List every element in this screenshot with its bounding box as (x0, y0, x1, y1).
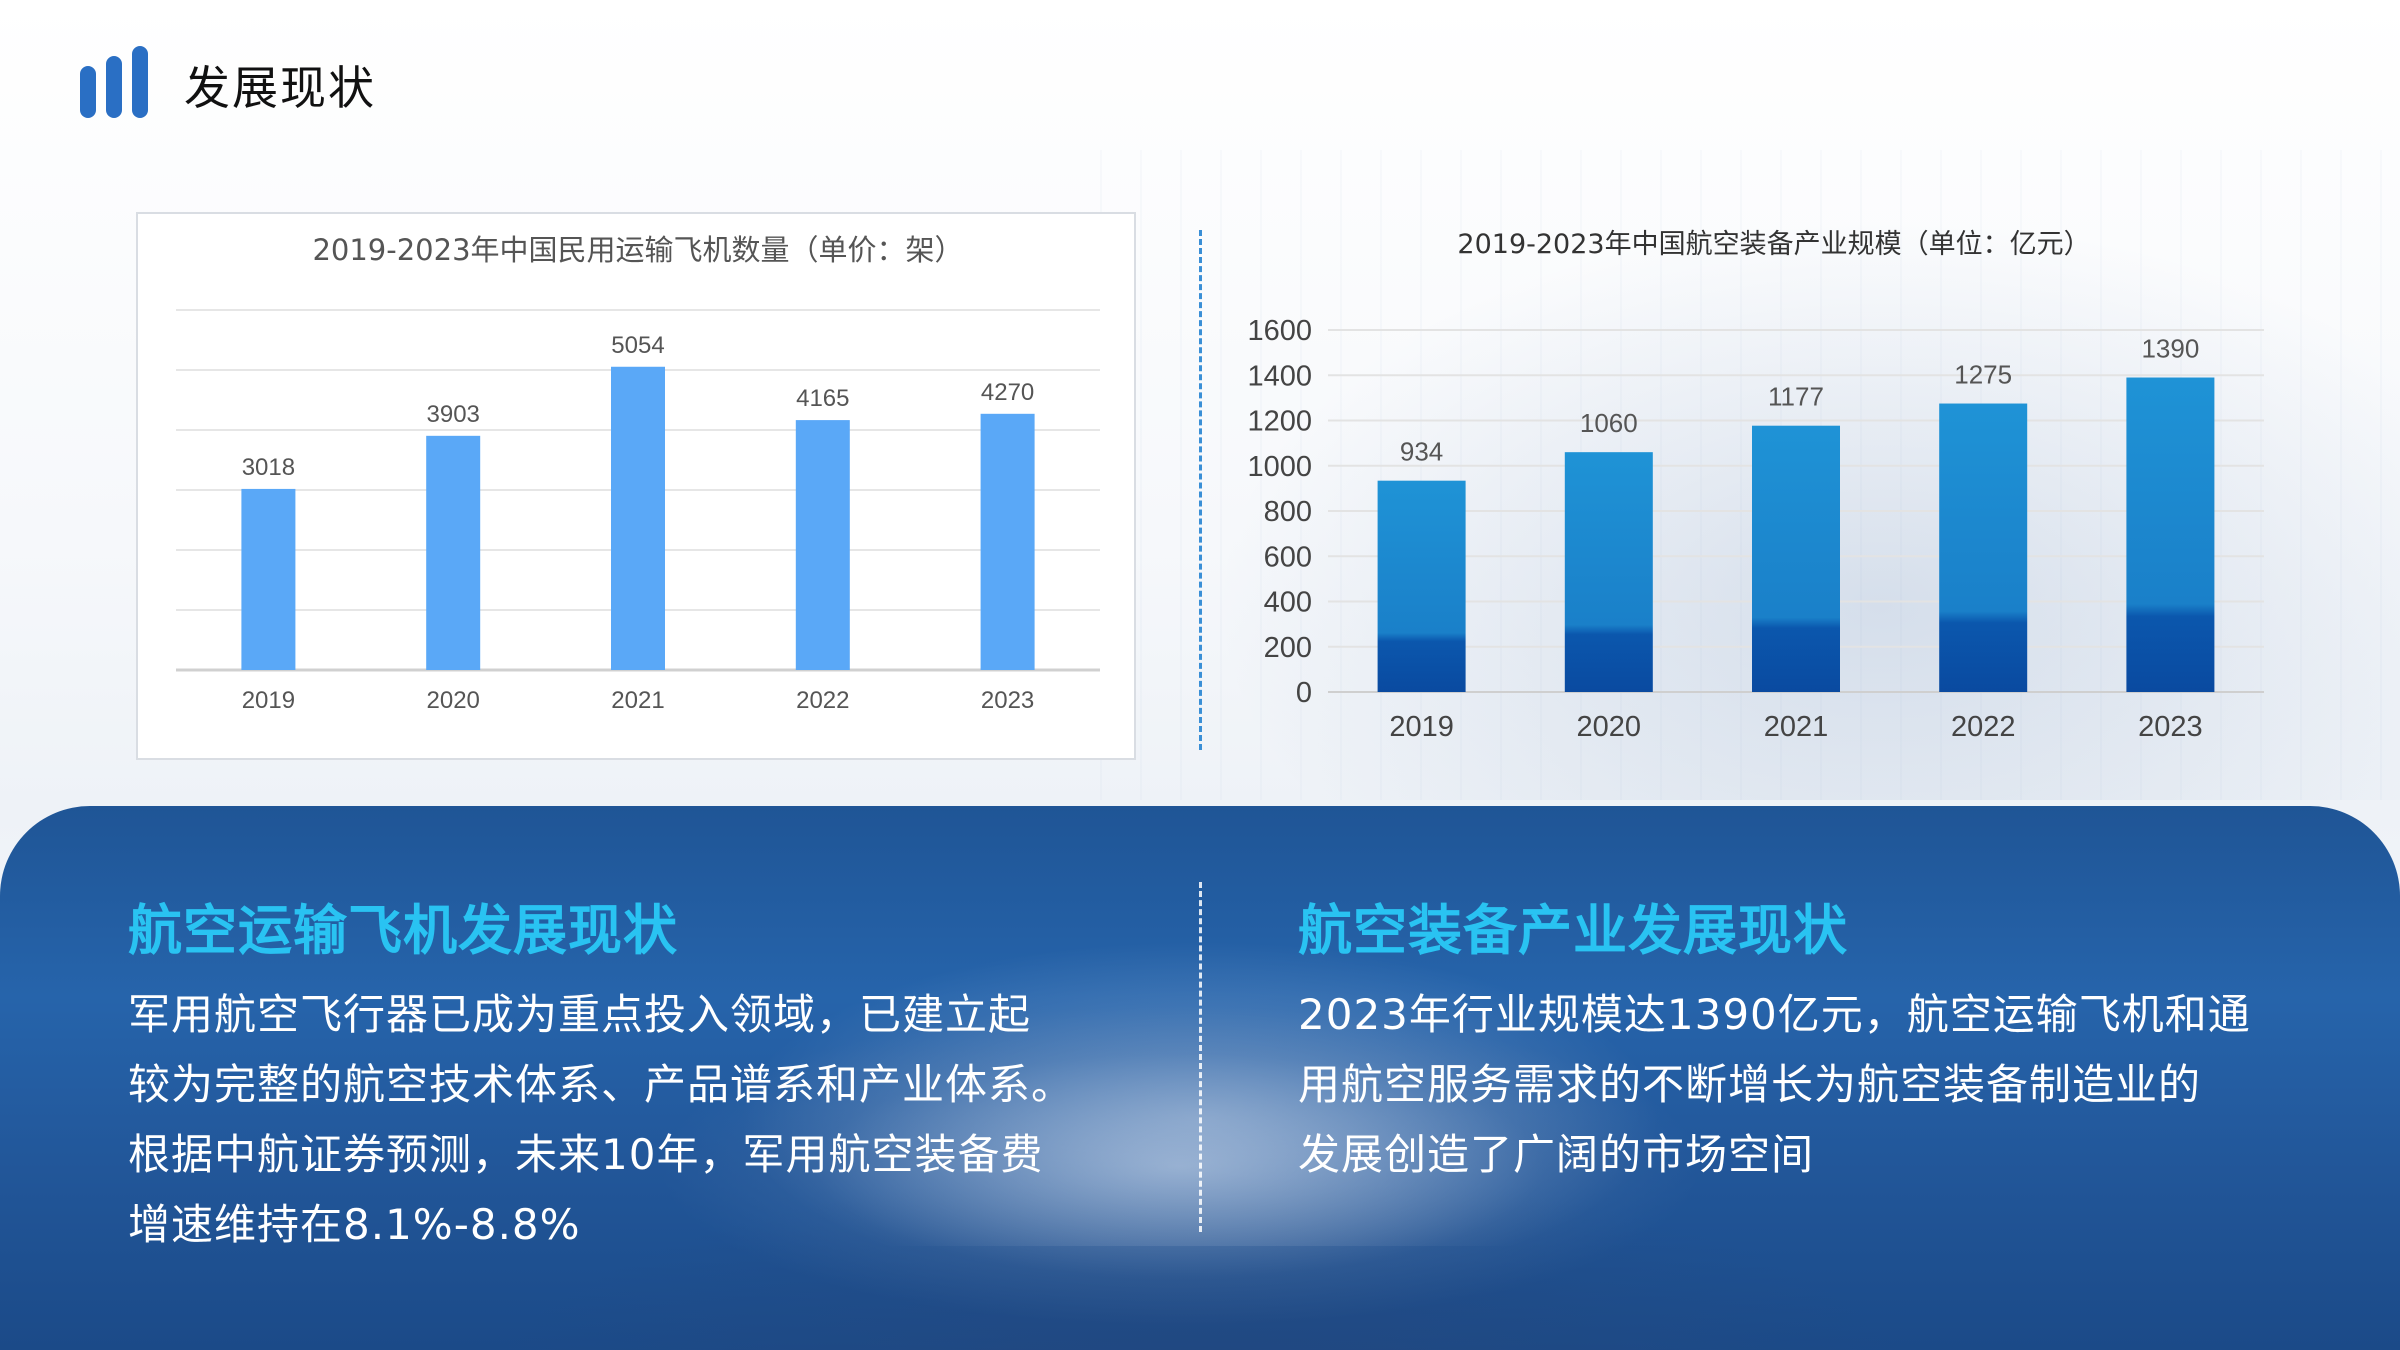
bar-2023 (2126, 377, 2215, 692)
x-tick-2021: 2021 (611, 687, 664, 714)
x-tick-2019: 2019 (242, 687, 295, 714)
y-tick-400: 400 (1264, 587, 1312, 619)
chart-title: 2019-2023年中国航空装备产业规模（单位：亿元） (1457, 229, 2090, 260)
body-line: 军用航空飞行器已成为重点投入领域，已建立起 (128, 990, 1032, 1039)
data-label-2021: 1177 (1768, 382, 1824, 412)
section-body-aircraft: 军用航空飞行器已成为重点投入领域，已建立起 较为完整的航空技术体系、产品谱系和产… (128, 980, 1138, 1260)
section-heading-industry: 航空装备产业发展现状 (1298, 899, 1848, 962)
body-line: 较为完整的航空技术体系、产品谱系和产业体系。 (128, 1060, 1075, 1109)
bar-2021 (611, 366, 665, 670)
data-label-2022: 4165 (796, 385, 849, 412)
y-tick-200: 200 (1264, 632, 1312, 664)
data-label-2019: 3018 (242, 454, 295, 481)
body-line: 根据中航证券预测，未来10年，军用航空装备费 (128, 1130, 1044, 1179)
bar-2022 (1939, 403, 2028, 692)
x-tick-2023: 2023 (981, 687, 1034, 714)
aircraft-count-chart: 2019-2023年中国民用运输飞机数量（单价：架） 3018 2019 3903 2… (176, 233, 1100, 714)
bar-2022 (795, 420, 850, 670)
y-tick-1200: 1200 (1247, 406, 1312, 438)
data-label-2019: 934 (1400, 437, 1443, 467)
bar-2020 (426, 435, 481, 670)
divider-bottom (1199, 882, 1202, 1232)
body-line: 用航空服务需求的不断增长为航空装备制造业的 (1298, 1060, 2202, 1109)
x-tick-2022: 2022 (796, 687, 849, 714)
divider-top (1199, 230, 1202, 750)
industry-scale-chart: 2019-2023年中国航空装备产业规模（单位：亿元） 0 200 400 600 80… (1247, 229, 2264, 743)
x-tick-2020: 2020 (427, 687, 480, 714)
y-tick-800: 800 (1264, 496, 1312, 528)
page-title: 发展现状 (184, 61, 376, 115)
bar-2021 (1752, 425, 1840, 692)
section-body-industry: 2023年行业规模达1390亿元，航空运输飞机和通 用航空服务需求的不断增长为航… (1298, 980, 2298, 1190)
y-tick-1000: 1000 (1247, 451, 1312, 483)
bar-2023 (980, 413, 1035, 670)
bottom-panel: 航空运输飞机发展现状 军用航空飞行器已成为重点投入领域，已建立起 较为完整的航空… (0, 806, 2400, 1350)
x-tick-2023: 2023 (2138, 711, 2203, 743)
section-heading-aircraft: 航空运输飞机发展现状 (128, 899, 678, 962)
body-line: 发展创造了广阔的市场空间 (1298, 1130, 1815, 1179)
data-label-2023: 1390 (2141, 334, 2199, 364)
x-tick-2021: 2021 (1764, 711, 1829, 743)
x-tick-2020: 2020 (1577, 711, 1642, 743)
bar-2019 (1377, 480, 1466, 692)
chart-title: 2019-2023年中国民用运输飞机数量（单价：架） (312, 233, 963, 267)
x-tick-2022: 2022 (1951, 711, 2016, 743)
data-label-2020: 1060 (1580, 408, 1638, 438)
chart-card-aircraft: 2019-2023年中国民用运输飞机数量（单价：架） 3018 2019 3903 2… (136, 212, 1136, 760)
bar-chart-icon (80, 46, 150, 118)
y-tick-1600: 1600 (1247, 315, 1312, 347)
body-line: 2023年行业规模达1390亿元，航空运输飞机和通 (1298, 990, 2251, 1039)
data-label-2020: 3903 (427, 401, 480, 428)
x-tick-2019: 2019 (1389, 711, 1454, 743)
data-label-2022: 1275 (1954, 360, 2012, 390)
bar-2020 (1564, 452, 1653, 692)
chart-card-industry: 2019-2023年中国航空装备产业规模（单位：亿元） 0 200 400 600 80… (1240, 210, 2280, 770)
body-line: 增速维持在8.1%-8.8% (128, 1200, 581, 1249)
data-label-2021: 5054 (611, 332, 664, 359)
y-tick-0: 0 (1296, 677, 1312, 709)
y-tick-1400: 1400 (1247, 360, 1312, 392)
data-label-2023: 4270 (981, 379, 1034, 406)
bar-2019 (241, 488, 296, 670)
y-tick-600: 600 (1264, 541, 1312, 573)
